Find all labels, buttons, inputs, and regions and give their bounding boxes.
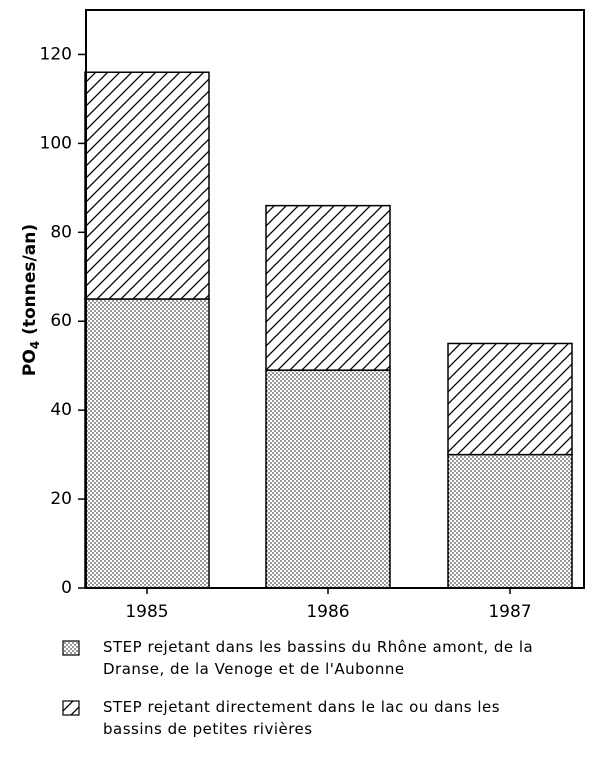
- y-label-subscript: 4: [28, 341, 42, 349]
- legend-swatch-box: [62, 640, 80, 656]
- x-tick-label: 1985: [125, 602, 168, 622]
- bar-segment: [265, 204, 391, 371]
- y-tick-label: 0: [61, 578, 72, 598]
- legend-swatch-box: [62, 700, 80, 716]
- bar-segment: [84, 71, 210, 300]
- legend-entry: STEP rejetant directement dans le lac ou…: [0, 696, 543, 740]
- y-tick-label: 120: [40, 44, 72, 64]
- bar-segment: [447, 342, 573, 456]
- legend-label: STEP rejetant dans les bassins du Rhône …: [103, 638, 534, 678]
- legend-label: STEP rejetant directement dans le lac ou…: [103, 698, 501, 738]
- y-tick-label: 20: [50, 489, 72, 509]
- y-axis-label: PO4 (tonnes/an): [20, 224, 42, 376]
- y-tick-label: 40: [50, 400, 72, 420]
- bar-segment: [265, 369, 391, 589]
- y-label-text: (tonnes/an): [20, 224, 40, 341]
- chart: PO4 (tonnes/an) 0 20 40 60 80 100 120 1985 1986 1…: [20, 9, 585, 622]
- plot-frame: [85, 9, 585, 589]
- y-tick-label: 60: [50, 311, 72, 331]
- legend-swatch: [62, 700, 80, 716]
- y-tick-label: 80: [50, 222, 72, 242]
- x-tick-label: 1986: [306, 602, 349, 622]
- x-tick-label: 1987: [488, 602, 531, 622]
- y-label-text: PO: [20, 349, 40, 376]
- legend: STEP rejetant dans les bassins du Rhône …: [0, 636, 598, 756]
- bar-segment: [84, 298, 210, 589]
- legend-swatch: [62, 640, 80, 656]
- bar-segment: [447, 453, 573, 589]
- legend-entry: STEP rejetant dans les bassins du Rhône …: [0, 636, 543, 680]
- y-tick-label: 100: [40, 133, 72, 153]
